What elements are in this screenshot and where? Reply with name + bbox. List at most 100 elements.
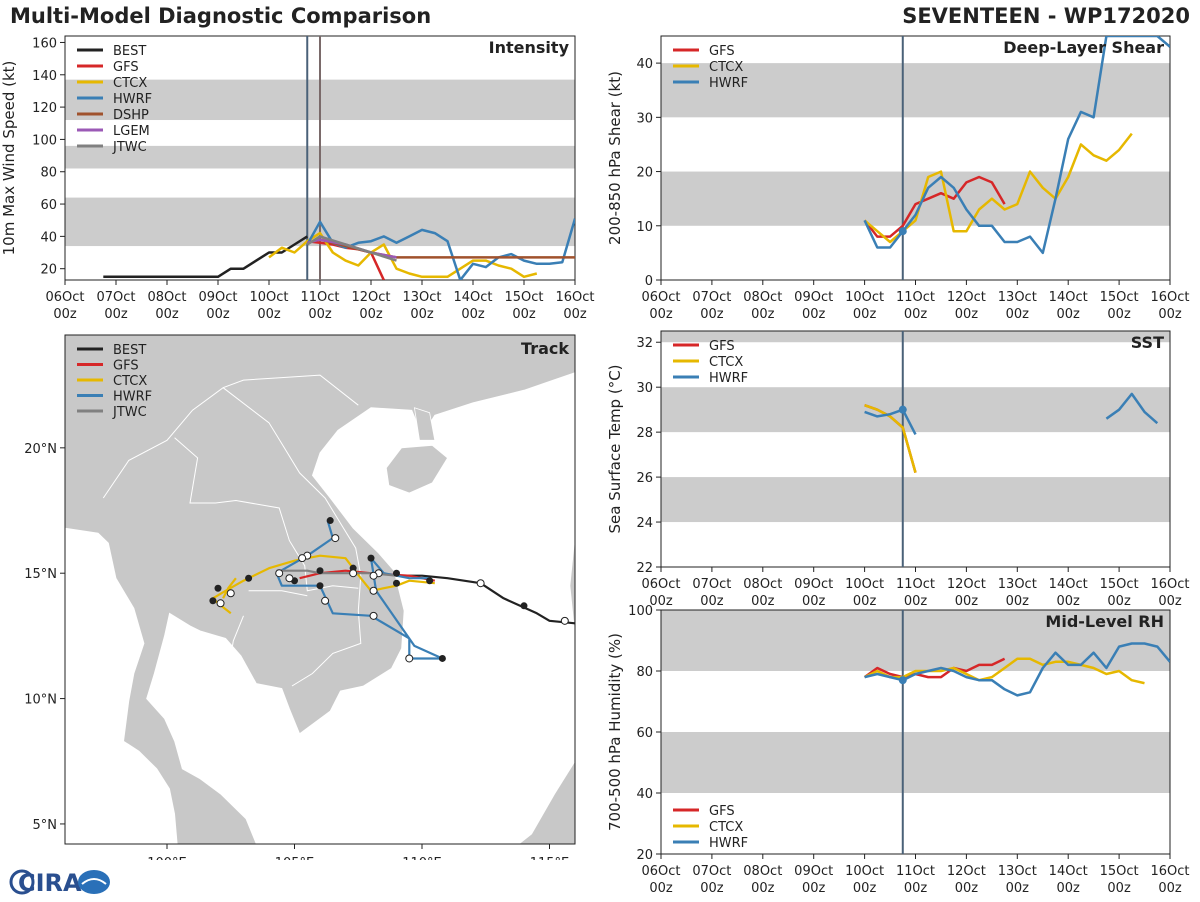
track-marker-open (321, 596, 330, 605)
intensity-legend-label-best: BEST (113, 44, 146, 59)
intensity-legend-label-ctcx: CTCX (113, 76, 147, 91)
sst-xtick-label: 07Oct (692, 577, 731, 592)
rh-xtick-label: 12Oct (947, 864, 986, 879)
sst-xtick-sub: 00z (700, 594, 724, 608)
shear-band-1 (661, 63, 1170, 118)
rh-title: Mid-Level RH (1045, 612, 1164, 631)
rh-xtick-sub: 00z (751, 881, 775, 896)
shear-xtick-sub: 00z (1057, 307, 1081, 322)
logo-text: CIRA (18, 869, 82, 897)
rh-xtick-label: 06Oct (641, 864, 680, 879)
rh-band-0 (661, 732, 1170, 793)
rh-ytick-label: 80 (636, 665, 653, 680)
shear-legend-label-gfs: GFS (709, 44, 735, 59)
sst-xtick-label: 14Oct (1049, 577, 1088, 592)
storm-title: SEVENTEEN - WP172020 (902, 4, 1190, 28)
shear-ylabel: 200-850 hPa Shear (kt) (606, 71, 624, 245)
shear-line-hwrf (863, 36, 1170, 255)
intensity-xtick-label: 06Oct (45, 290, 84, 305)
sst-ytick-label: 32 (636, 336, 653, 351)
track-marker-open (285, 574, 294, 583)
shear-xtick-sub: 00z (1006, 307, 1030, 322)
track-marker-filled (367, 554, 375, 562)
track-frame (64, 334, 576, 845)
track-land-borneo (518, 760, 575, 844)
shear-xtick-sub: 00z (853, 307, 877, 322)
shear-xtick-sub: 00z (649, 307, 673, 322)
intensity-legend-label-jtwc: JTWC (112, 140, 147, 155)
intensity-xtick-sub: 00z (512, 307, 536, 322)
intensity-xtick-sub: 00z (563, 307, 587, 322)
intensity-xtick-label: 07Oct (96, 290, 135, 305)
intensity-title: Intensity (489, 38, 570, 57)
track-xtick-label: 110°E (402, 856, 442, 860)
sst-title: SST (1131, 333, 1164, 352)
intensity-xtick-label: 15Oct (504, 290, 543, 305)
sst-legend-label-gfs: GFS (709, 339, 735, 354)
track-marker-open (226, 589, 235, 598)
track-legend-label-hwrf: HWRF (113, 390, 152, 405)
intensity-xtick-label: 16Oct (555, 290, 594, 305)
track-marker-filled (438, 654, 446, 662)
track-marker-open (275, 569, 284, 578)
shear-xtick-label: 16Oct (1150, 290, 1189, 305)
shear-xtick-label: 09Oct (794, 290, 833, 305)
page-title: Multi-Model Diagnostic Comparison (10, 4, 432, 28)
sst-line-hwrf (864, 392, 1159, 435)
sst-xtick-sub: 00z (751, 594, 775, 608)
sst-chart: 22 24 26 28 30 32 Sea Surface Temp (°C) 06Oct 00… (606, 330, 1190, 608)
rh-xtick-label: 14Oct (1049, 864, 1088, 879)
sst-xtick-sub: 00z (853, 594, 877, 608)
track-map-group (65, 335, 575, 844)
rh-ytick-label: 100 (628, 604, 653, 619)
sst-xtick-sub: 00z (1107, 594, 1131, 608)
rh-legend-label-ctcx: CTCX (709, 820, 743, 835)
intensity-chart: 20 40 60 80 100 120 140 160 10m Max Wind Speed (… (0, 35, 595, 322)
intensity-line-jtwc (306, 235, 397, 262)
rh-current-marker (898, 676, 907, 685)
rh-xtick-label: 11Oct (896, 864, 935, 879)
intensity-xtick-sub: 00z (155, 307, 179, 322)
rh-chart: 20 40 60 80 100 700-500 hPa Humidity (%) 06Oct… (606, 604, 1190, 896)
shear-xtick-sub: 00z (955, 307, 979, 322)
sst-xtick-sub: 00z (1057, 594, 1081, 608)
rh-xtick-sub: 00z (853, 881, 877, 896)
intensity-xtick-label: 10Oct (249, 290, 288, 305)
shear-series-group (863, 36, 1170, 255)
sst-xtick-sub: 00z (1006, 594, 1030, 608)
shear-xtick-sub: 00z (1107, 307, 1131, 322)
sst-series-group (864, 392, 1159, 473)
shear-ytick-label: 0 (645, 274, 653, 289)
rh-xtick-label: 13Oct (998, 864, 1037, 879)
sst-xtick-label: 11Oct (896, 577, 935, 592)
track-ytick-label: 10°N (24, 693, 57, 708)
shear-xtick-label: 08Oct (743, 290, 782, 305)
sst-band-2 (661, 331, 1170, 343)
intensity-xtick-label: 13Oct (402, 290, 441, 305)
shear-xtick-label: 15Oct (1100, 290, 1139, 305)
sst-legend-label-hwrf: HWRF (709, 371, 748, 386)
sst-xtick-sub: 00z (904, 594, 928, 608)
rh-ytick-label: 40 (636, 787, 653, 802)
rh-ytick-label: 20 (636, 848, 653, 863)
rh-xtick-sub: 00z (1107, 881, 1131, 896)
track-marker-open (349, 569, 358, 578)
track-xtick-label: 100°E (147, 856, 187, 860)
sst-xtick-label: 16Oct (1150, 577, 1189, 592)
shear-xtick-label: 06Oct (641, 290, 680, 305)
track-line-best (396, 574, 575, 625)
track-marker-open (369, 571, 378, 580)
shear-line-ctcx (863, 132, 1133, 244)
sst-xtick-sub: 00z (649, 594, 673, 608)
shear-xtick-sub: 00z (802, 307, 826, 322)
logo-graphic: CIRA (9, 869, 110, 897)
track-marker-open (369, 586, 378, 595)
rh-xtick-sub: 00z (1006, 881, 1030, 896)
shear-xtick-label: 07Oct (692, 290, 731, 305)
intensity-legend-label-gfs: GFS (113, 60, 139, 75)
rh-xtick-sub: 00z (1057, 881, 1081, 896)
track-map: 100°E 105°E 110°E 115°E 5°N 10°N 15°N 20°N Track… (24, 334, 576, 860)
intensity-legend-label-dshp: DSHP (113, 108, 149, 123)
shear-xtick-label: 11Oct (896, 290, 935, 305)
rh-ylabel: 700-500 hPa Humidity (%) (606, 633, 624, 831)
